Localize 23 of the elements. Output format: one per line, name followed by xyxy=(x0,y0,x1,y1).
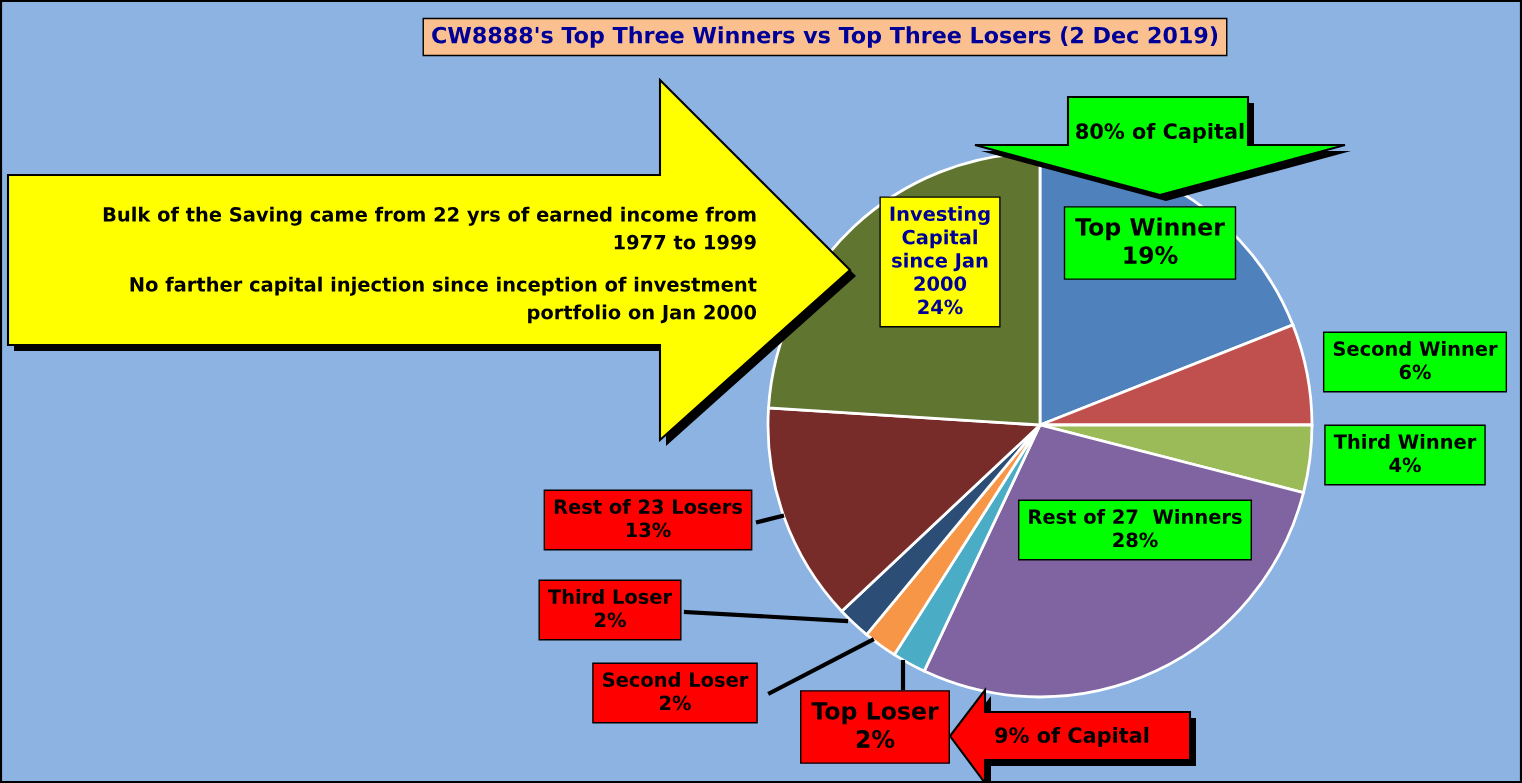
slice-label: Second Loser xyxy=(603,671,749,688)
text: No farther capital injection since inception of investment portfolio on Jan 2000 xyxy=(130,276,757,324)
data-label: 2% xyxy=(660,695,691,711)
slice-label: Rest of 23 Losers xyxy=(554,498,743,515)
data-label: 4% xyxy=(1389,457,1421,473)
text: 80% of Capital xyxy=(1076,122,1244,144)
slice-label: Investing Capital since Jan 2000 xyxy=(890,206,990,291)
slice-label: Top Winner xyxy=(1075,217,1225,241)
text: 9% of Capital xyxy=(995,726,1149,748)
data-label: 2% xyxy=(595,612,626,628)
data-label: 13% xyxy=(626,522,671,538)
data-label: 28% xyxy=(1113,532,1158,548)
chart-title: CW8888's Top Three Winners vs Top Three Losers (2 Dec 2019) xyxy=(432,26,1218,48)
slice-label: Rest of 27 Winners xyxy=(1029,508,1242,525)
text: Bulk of the Saving came from 22 yrs of earned income from 1977 to 1999 xyxy=(103,206,756,250)
slice-label: Third Loser xyxy=(548,588,673,605)
data-label: 6% xyxy=(1399,364,1431,380)
data-label: 24% xyxy=(918,299,963,315)
data-label: 2% xyxy=(856,730,895,748)
data-label: 19% xyxy=(1124,246,1178,264)
slice-label: Second Winner xyxy=(1333,340,1498,357)
slice-label: Top Loser xyxy=(811,702,939,725)
slice-label: Third Winner xyxy=(1333,433,1477,450)
